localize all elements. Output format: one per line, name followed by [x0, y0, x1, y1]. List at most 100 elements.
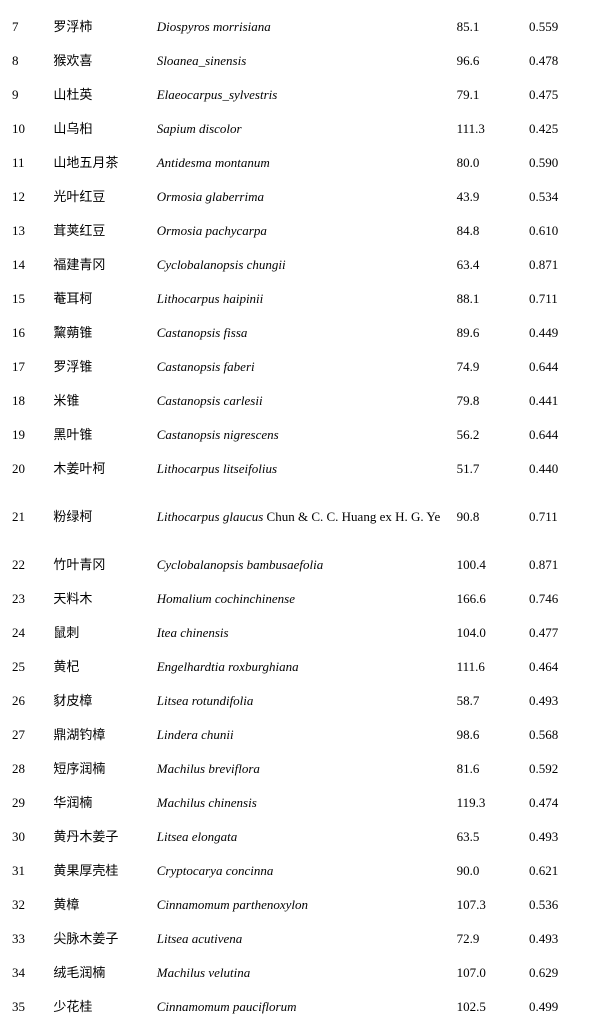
row-number: 15: [12, 282, 53, 316]
value-2: 0.644: [529, 350, 591, 384]
row-number: 33: [12, 922, 53, 956]
chinese-name: 华润楠: [53, 786, 156, 820]
value-1: 90.8: [457, 486, 529, 548]
table-row: 29华润楠Machilus chinensis119.30.474: [12, 786, 591, 820]
value-1: 81.6: [457, 752, 529, 786]
value-2: 0.644: [529, 418, 591, 452]
chinese-name: 黄果厚壳桂: [53, 854, 156, 888]
value-2: 0.499: [529, 990, 591, 1024]
value-2: 0.477: [529, 616, 591, 650]
table-row: 27鼎湖钓樟Lindera chunii98.60.568: [12, 718, 591, 752]
scientific-name: Lithocarpus litseifolius: [157, 452, 457, 486]
scientific-name: Sloanea_sinensis: [157, 44, 457, 78]
scientific-name: Lithocarpus glaucus Chun & C. C. Huang e…: [157, 486, 457, 548]
chinese-name: 罗浮柿: [53, 10, 156, 44]
value-1: 100.4: [457, 548, 529, 582]
sci-italic: Homalium cochinchinense: [157, 591, 295, 606]
sci-italic: Elaeocarpus_sylvestris: [157, 87, 278, 102]
value-2: 0.534: [529, 180, 591, 214]
sci-italic: Lithocarpus haipinii: [157, 291, 264, 306]
value-2: 0.536: [529, 888, 591, 922]
table-row: 11山地五月茶Antidesma montanum80.00.590: [12, 146, 591, 180]
chinese-name: 黧蒴锥: [53, 316, 156, 350]
table-row: 12光叶红豆Ormosia glaberrima43.90.534: [12, 180, 591, 214]
row-number: 35: [12, 990, 53, 1024]
value-2: 0.871: [529, 548, 591, 582]
sci-italic: Cinnamomum pauciflorum: [157, 999, 297, 1014]
chinese-name: 豺皮樟: [53, 684, 156, 718]
sci-italic: Cyclobalanopsis bambusaefolia: [157, 557, 323, 572]
table-row: 23天料木Homalium cochinchinense166.60.746: [12, 582, 591, 616]
scientific-name: Ormosia glaberrima: [157, 180, 457, 214]
scientific-name: Cinnamomum pauciflorum: [157, 990, 457, 1024]
scientific-name: Cryptocarya concinna: [157, 854, 457, 888]
table-row: 28短序润楠Machilus breviflora81.60.592: [12, 752, 591, 786]
row-number: 28: [12, 752, 53, 786]
sci-italic: Sloanea_sinensis: [157, 53, 247, 68]
chinese-name: 粉绿柯: [53, 486, 156, 548]
value-1: 107.3: [457, 888, 529, 922]
chinese-name: 天料木: [53, 582, 156, 616]
row-number: 7: [12, 10, 53, 44]
scientific-name: Litsea elongata: [157, 820, 457, 854]
scientific-name: Cyclobalanopsis chungii: [157, 248, 457, 282]
row-number: 20: [12, 452, 53, 486]
chinese-name: 黑叶锥: [53, 418, 156, 452]
sci-italic: Itea chinensis: [157, 625, 229, 640]
row-number: 26: [12, 684, 53, 718]
chinese-name: 鼠刺: [53, 616, 156, 650]
table-row: 13茸荚红豆Ormosia pachycarpa84.80.610: [12, 214, 591, 248]
scientific-name: Machilus chinensis: [157, 786, 457, 820]
value-2: 0.621: [529, 854, 591, 888]
value-2: 0.871: [529, 248, 591, 282]
row-number: 11: [12, 146, 53, 180]
scientific-name: Itea chinensis: [157, 616, 457, 650]
chinese-name: 尖脉木姜子: [53, 922, 156, 956]
chinese-name: 米锥: [53, 384, 156, 418]
row-number: 12: [12, 180, 53, 214]
chinese-name: 黄丹木姜子: [53, 820, 156, 854]
value-2: 0.440: [529, 452, 591, 486]
value-2: 0.441: [529, 384, 591, 418]
value-1: 111.6: [457, 650, 529, 684]
chinese-name: 猴欢喜: [53, 44, 156, 78]
table-row: 32黄樟Cinnamomum parthenoxylon107.30.536: [12, 888, 591, 922]
scientific-name: Elaeocarpus_sylvestris: [157, 78, 457, 112]
scientific-name: Machilus velutina: [157, 956, 457, 990]
row-number: 30: [12, 820, 53, 854]
value-2: 0.711: [529, 486, 591, 548]
value-1: 119.3: [457, 786, 529, 820]
table-row: 25黄杞Engelhardtia roxburghiana111.60.464: [12, 650, 591, 684]
row-number: 17: [12, 350, 53, 384]
value-1: 111.3: [457, 112, 529, 146]
table-row: 34绒毛润楠Machilus velutina107.00.629: [12, 956, 591, 990]
chinese-name: 短序润楠: [53, 752, 156, 786]
scientific-name: Lithocarpus haipinii: [157, 282, 457, 316]
scientific-name: Castanopsis fissa: [157, 316, 457, 350]
row-number: 9: [12, 78, 53, 112]
chinese-name: 少花桂: [53, 990, 156, 1024]
sci-italic: Ormosia pachycarpa: [157, 223, 267, 238]
row-number: 29: [12, 786, 53, 820]
table-row: 21粉绿柯Lithocarpus glaucus Chun & C. C. Hu…: [12, 486, 591, 548]
value-1: 80.0: [457, 146, 529, 180]
value-1: 63.5: [457, 820, 529, 854]
chinese-name: 茸荚红豆: [53, 214, 156, 248]
table-row: 33尖脉木姜子Litsea acutivena72.90.493: [12, 922, 591, 956]
value-1: 98.6: [457, 718, 529, 752]
chinese-name: 光叶红豆: [53, 180, 156, 214]
value-2: 0.425: [529, 112, 591, 146]
sci-italic: Machilus breviflora: [157, 761, 260, 776]
table-row: 31黄果厚壳桂Cryptocarya concinna90.00.621: [12, 854, 591, 888]
sci-italic: Castanopsis carlesii: [157, 393, 263, 408]
table-row: 8猴欢喜Sloanea_sinensis96.60.478: [12, 44, 591, 78]
scientific-name: Cinnamomum parthenoxylon: [157, 888, 457, 922]
value-1: 56.2: [457, 418, 529, 452]
row-number: 10: [12, 112, 53, 146]
table-row: 20木姜叶柯Lithocarpus litseifolius51.70.440: [12, 452, 591, 486]
table-row: 19黑叶锥Castanopsis nigrescens56.20.644: [12, 418, 591, 452]
scientific-name: Engelhardtia roxburghiana: [157, 650, 457, 684]
sci-italic: Cyclobalanopsis chungii: [157, 257, 286, 272]
table-row: 16黧蒴锥Castanopsis fissa89.60.449: [12, 316, 591, 350]
scientific-name: Cyclobalanopsis bambusaefolia: [157, 548, 457, 582]
